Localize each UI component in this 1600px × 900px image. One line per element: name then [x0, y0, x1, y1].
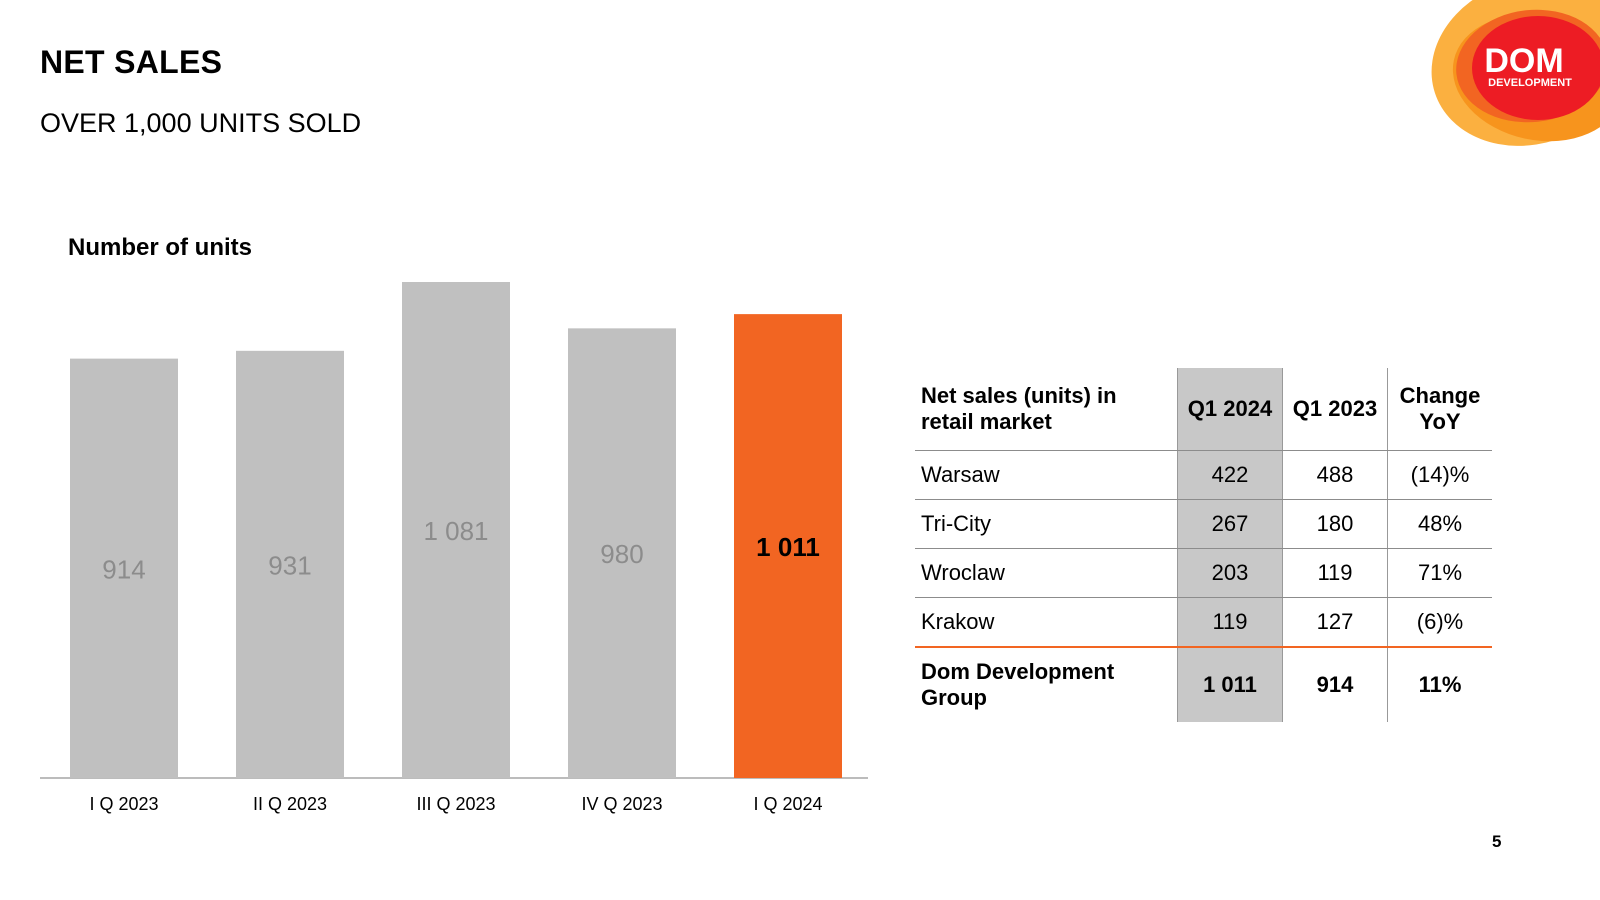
page-subtitle: OVER 1,000 UNITS SOLD: [40, 108, 362, 138]
bar-ii-q-2023: [236, 350, 344, 778]
total-change: 11%: [1418, 672, 1462, 697]
row-q1-2024: 422: [1177, 450, 1283, 500]
table-total-row: Dom Development Group 1 011 914 11%: [915, 647, 1492, 722]
x-tick-label: III Q 2023: [416, 794, 495, 814]
row-q1-2024: 203: [1177, 548, 1283, 598]
bar-i-q-2024: [734, 314, 842, 778]
bar-value-label: 1 081: [423, 516, 488, 546]
row-name: Krakow: [915, 597, 1178, 648]
row-q1-2023: 119: [1282, 548, 1388, 598]
x-tick-label: II Q 2023: [253, 794, 327, 814]
bar-iv-q-2023: [568, 328, 676, 778]
page-title: NET SALES: [40, 44, 223, 80]
row-change: 48%: [1387, 499, 1492, 549]
row-q1-2024: 267: [1177, 499, 1283, 549]
dom-development-logo: DOM DEVELOPMENT: [1431, 0, 1600, 146]
row-change: 71%: [1387, 548, 1492, 598]
page-number: 5: [1492, 832, 1502, 851]
table-row: Wroclaw 203 119 71%: [915, 548, 1492, 598]
x-tick-label: I Q 2024: [753, 794, 822, 814]
table-header-q1-2023: Q1 2023: [1282, 368, 1388, 451]
bar-value-label: 980: [600, 539, 643, 569]
logo-text-dom: DOM: [1484, 42, 1563, 80]
bar-value-label: 914: [102, 554, 145, 584]
row-q1-2023: 127: [1282, 597, 1388, 648]
row-q1-2023: 488: [1282, 450, 1388, 500]
row-name: Tri-City: [915, 499, 1178, 549]
net-sales-bar-chart: 914 I Q 2023 931 II Q 2023 1 081 III Q 2023 98…: [40, 282, 868, 814]
total-q1-2024: 1 011: [1177, 647, 1283, 722]
row-q1-2023: 180: [1282, 499, 1388, 549]
row-q1-2024: 119: [1177, 597, 1283, 648]
table-header-q1-2024: Q1 2024: [1177, 368, 1283, 451]
x-tick-label: I Q 2023: [89, 794, 158, 814]
total-name: Dom Development Group: [921, 659, 1115, 710]
row-change: (14)%: [1387, 450, 1492, 500]
table-header-label: Net sales (units) in retail market: [915, 368, 1178, 451]
table-row: Warsaw 422 488 (14)%: [915, 450, 1492, 500]
logo-text-development: DEVELOPMENT: [1488, 77, 1572, 89]
bar-value-label: 931: [268, 550, 311, 580]
table-header-change: Change YoY: [1387, 368, 1492, 451]
row-name: Warsaw: [915, 450, 1178, 500]
table-row: Tri-City 267 180 48%: [915, 499, 1492, 549]
chart-title: Number of units: [68, 234, 252, 261]
row-name: Wroclaw: [915, 548, 1178, 598]
net-sales-table: Net sales (units) in retail market Q1 20…: [915, 368, 1492, 722]
bar-iii-q-2023: [402, 282, 510, 778]
table-row: Krakow 119 127 (6)%: [915, 597, 1492, 648]
total-q1-2023: 914: [1282, 647, 1388, 722]
bar-value-label: 1 011: [756, 532, 820, 562]
bar-i-q-2023: [70, 358, 178, 778]
row-change: (6)%: [1387, 597, 1492, 648]
x-tick-label: IV Q 2023: [581, 794, 662, 814]
